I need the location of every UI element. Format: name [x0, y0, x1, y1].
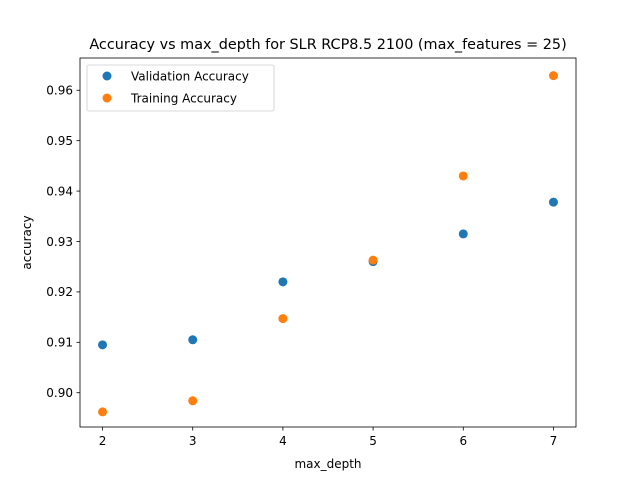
y-tick-label: 0.96 [46, 84, 73, 98]
y-tick-label: 0.92 [46, 285, 73, 299]
data-point-training-1 [188, 396, 198, 406]
data-point-validation-0 [98, 340, 108, 350]
data-point-validation-4 [458, 229, 468, 239]
y-axis-label: accuracy [20, 215, 34, 269]
chart-title: Accuracy vs max_depth for SLR RCP8.5 210… [89, 37, 566, 53]
y-tick-label: 0.91 [46, 336, 73, 350]
legend-label-validation: Validation Accuracy [131, 70, 249, 84]
data-point-training-2 [278, 314, 288, 324]
x-tick-label: 4 [279, 434, 287, 448]
data-point-training-3 [368, 255, 378, 265]
x-tick-label: 5 [369, 434, 377, 448]
plot-frame [79, 57, 577, 428]
y-tick-label: 0.94 [46, 184, 73, 198]
legend: Validation Accuracy Training Accuracy [86, 64, 275, 112]
legend-box [86, 64, 275, 112]
x-tick-label: 2 [99, 434, 107, 448]
x-tick-label: 3 [189, 434, 197, 448]
legend-marker-training [102, 93, 112, 103]
data-point-training-4 [458, 171, 468, 181]
legend-marker-validation [102, 71, 112, 81]
y-tick-label: 0.95 [46, 134, 73, 148]
y-axis-ticks: 0.90 0.91 0.92 0.93 0.94 0.95 0.96 [46, 84, 80, 400]
data-points [98, 71, 558, 417]
y-tick-label: 0.90 [46, 386, 73, 400]
legend-label-training: Training Accuracy [130, 92, 237, 106]
data-point-validation-2 [278, 277, 288, 287]
data-point-training-5 [548, 71, 558, 81]
x-axis-label: max_depth [294, 457, 361, 471]
x-tick-label: 7 [550, 434, 558, 448]
x-axis-ticks: 2 3 4 5 6 7 [99, 427, 558, 448]
y-tick-label: 0.93 [46, 235, 73, 249]
data-point-training-0 [98, 407, 108, 417]
x-tick-label: 6 [459, 434, 467, 448]
data-point-validation-5 [548, 197, 558, 207]
data-point-validation-1 [188, 335, 198, 345]
